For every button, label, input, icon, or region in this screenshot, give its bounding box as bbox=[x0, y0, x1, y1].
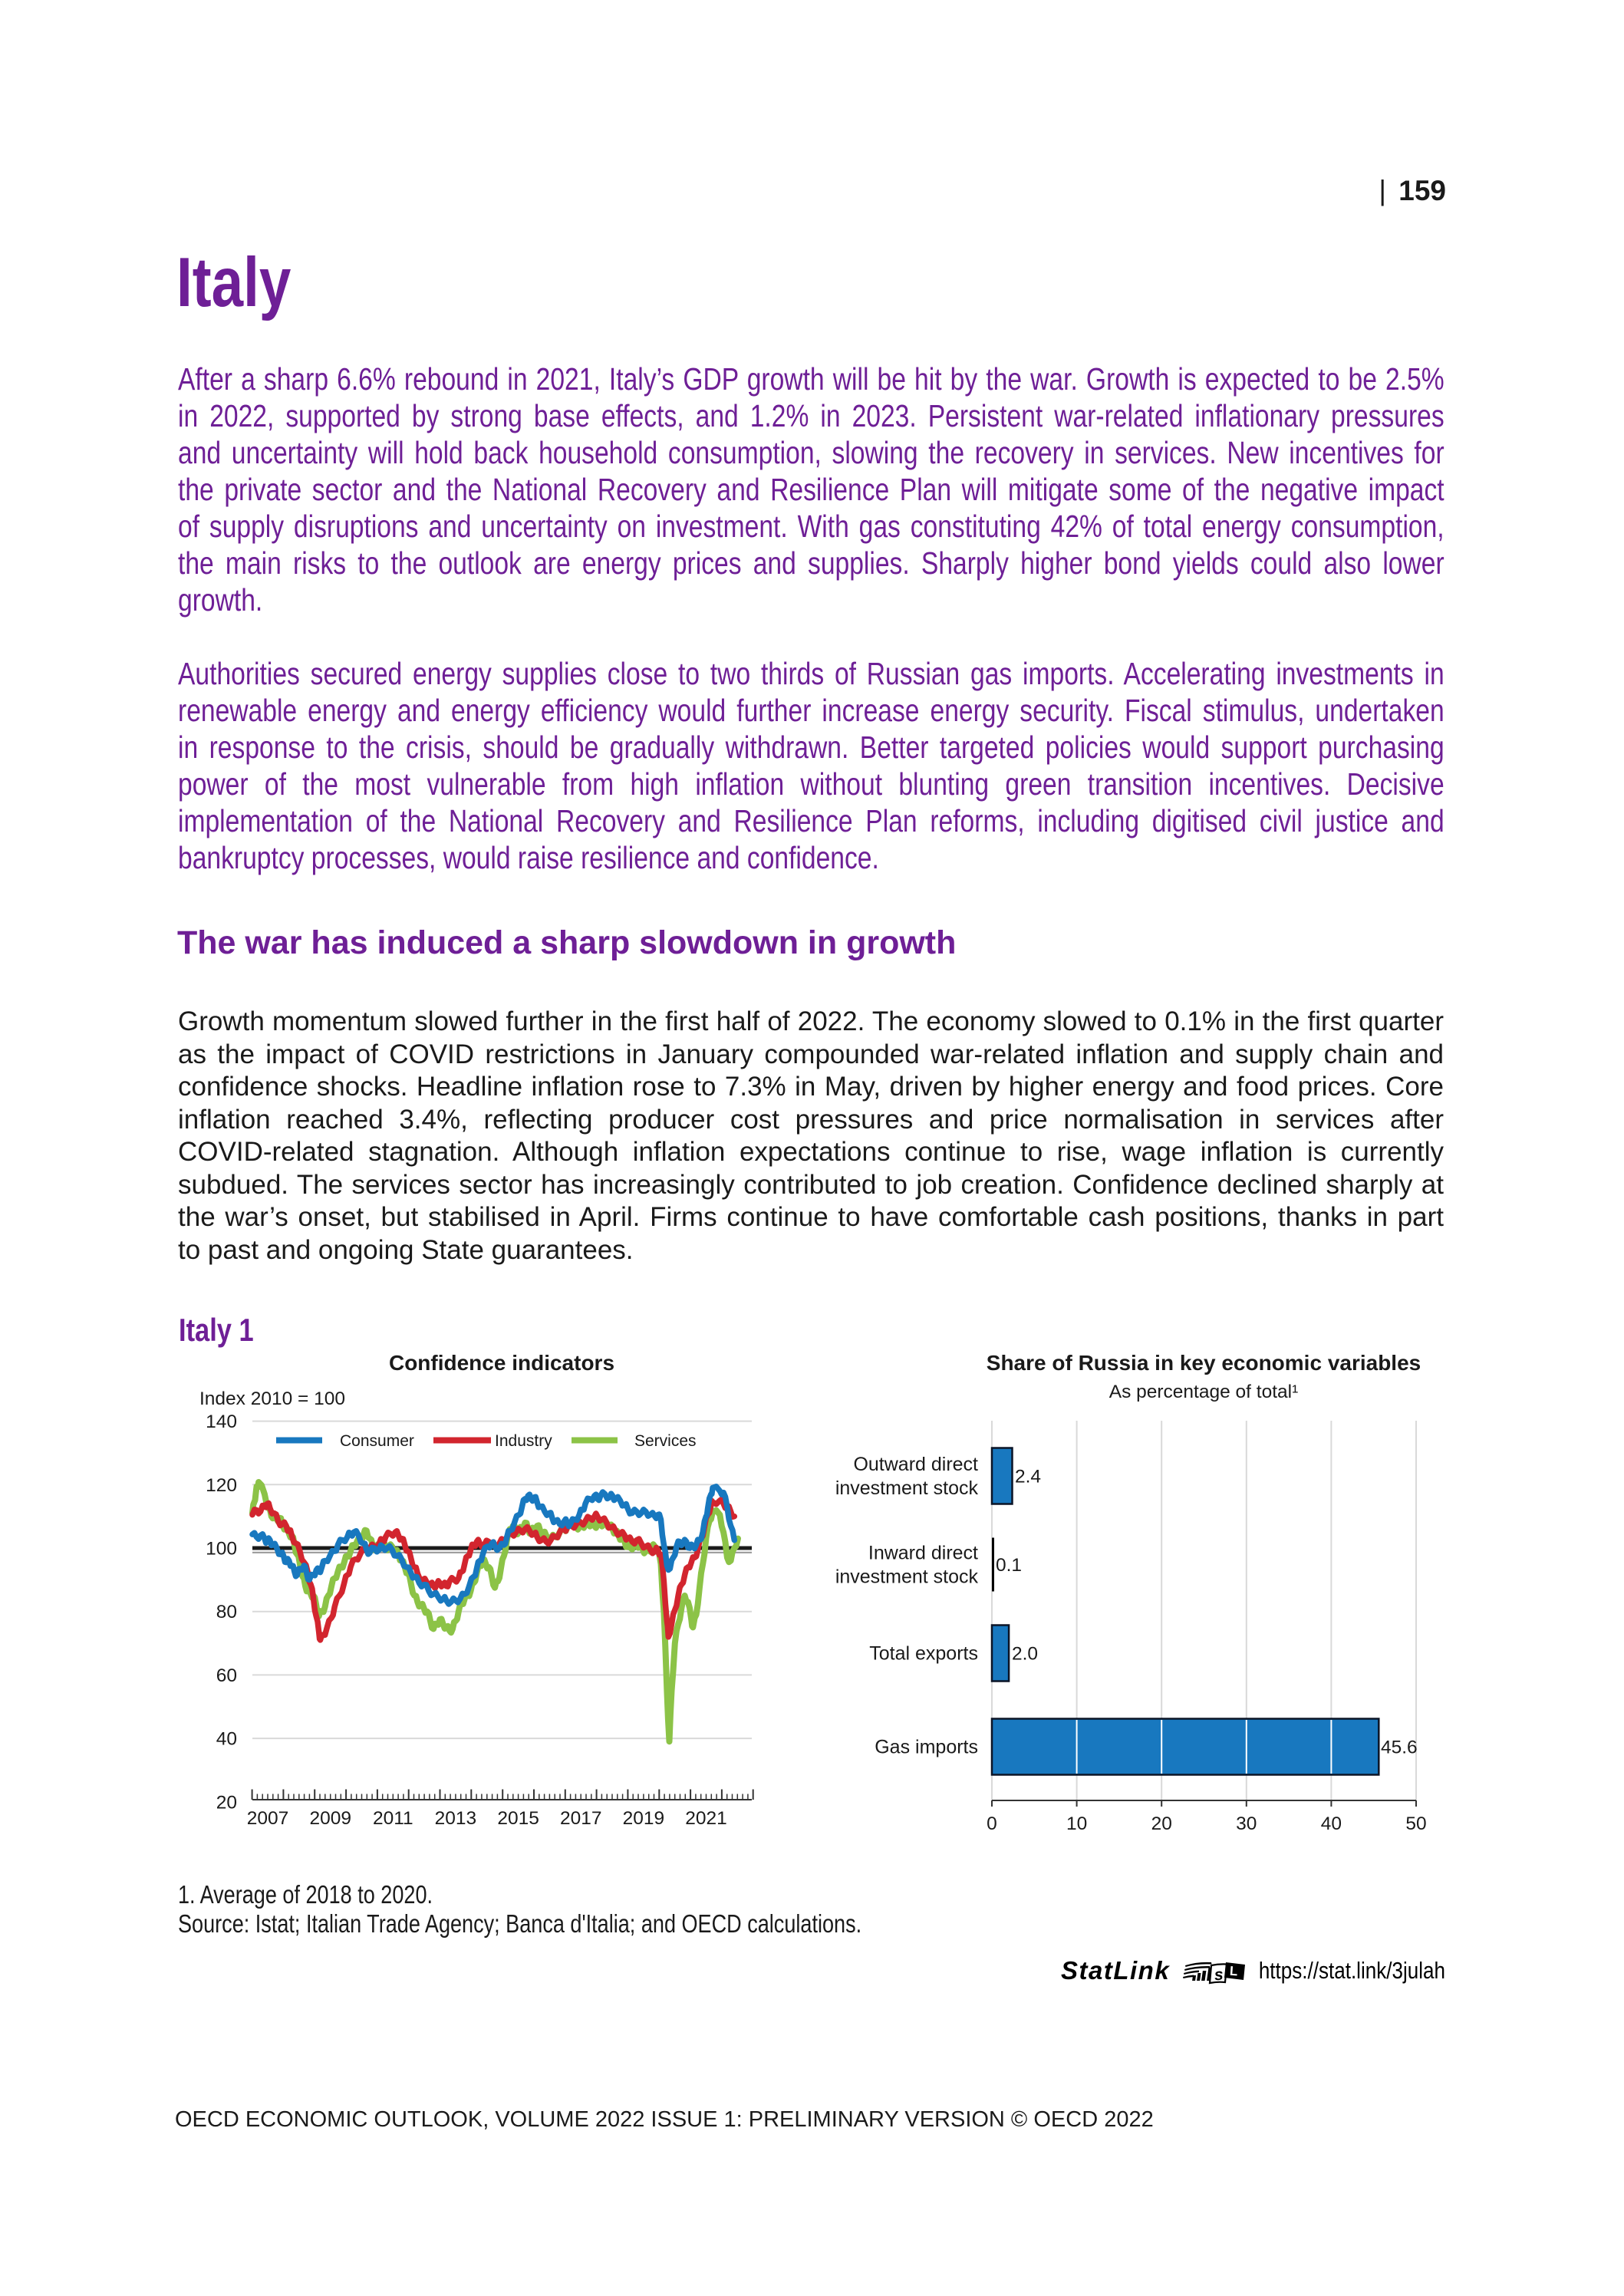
svg-text:investment stock: investment stock bbox=[835, 1477, 979, 1499]
svg-text:60: 60 bbox=[216, 1665, 237, 1686]
svg-text:L: L bbox=[1229, 1964, 1238, 1979]
svg-text:45.6: 45.6 bbox=[1381, 1738, 1418, 1758]
svg-text:Share of Russia in key economi: Share of Russia in key economic variable… bbox=[987, 1351, 1421, 1375]
svg-text:2011: 2011 bbox=[373, 1808, 413, 1829]
svg-text:2.0: 2.0 bbox=[1012, 1644, 1038, 1665]
svg-text:2013: 2013 bbox=[435, 1808, 477, 1829]
svg-text:10: 10 bbox=[1066, 1813, 1087, 1834]
svg-text:s: s bbox=[1214, 1966, 1224, 1985]
svg-text:Confidence indicators: Confidence indicators bbox=[389, 1351, 614, 1375]
svg-text:40: 40 bbox=[1321, 1813, 1342, 1834]
svg-text:2007: 2007 bbox=[247, 1808, 289, 1829]
svg-text:2017: 2017 bbox=[560, 1808, 602, 1829]
svg-text:100: 100 bbox=[206, 1539, 237, 1560]
svg-text:30: 30 bbox=[1236, 1813, 1257, 1834]
svg-text:Inward direct: Inward direct bbox=[868, 1543, 978, 1564]
svg-text:20: 20 bbox=[216, 1792, 237, 1813]
svg-text:140: 140 bbox=[206, 1412, 237, 1432]
svg-text:120: 120 bbox=[206, 1475, 237, 1496]
svg-text:As percentage of total¹: As percentage of total¹ bbox=[1109, 1382, 1299, 1402]
svg-text:0: 0 bbox=[987, 1813, 997, 1834]
svg-text:2009: 2009 bbox=[309, 1808, 351, 1829]
svg-text:Outward direct: Outward direct bbox=[853, 1454, 978, 1475]
svg-text:Services: Services bbox=[634, 1432, 697, 1450]
svg-text:Total exports: Total exports bbox=[869, 1643, 978, 1665]
svg-text:50: 50 bbox=[1405, 1813, 1426, 1834]
svg-text:2021: 2021 bbox=[685, 1808, 727, 1829]
svg-text:20: 20 bbox=[1151, 1813, 1172, 1834]
svg-text:investment stock: investment stock bbox=[835, 1566, 979, 1588]
svg-text:80: 80 bbox=[216, 1602, 237, 1622]
svg-text:40: 40 bbox=[216, 1729, 237, 1750]
svg-text:0.1: 0.1 bbox=[996, 1555, 1022, 1576]
svg-text:Index 2010 = 100: Index 2010 = 100 bbox=[199, 1388, 345, 1409]
svg-text:2.4: 2.4 bbox=[1015, 1467, 1041, 1487]
svg-text:2019: 2019 bbox=[623, 1808, 665, 1829]
svg-text:2015: 2015 bbox=[497, 1808, 539, 1829]
svg-text:Industry: Industry bbox=[495, 1432, 552, 1450]
svg-text:Consumer: Consumer bbox=[340, 1432, 414, 1450]
svg-text:Gas imports: Gas imports bbox=[875, 1737, 978, 1758]
